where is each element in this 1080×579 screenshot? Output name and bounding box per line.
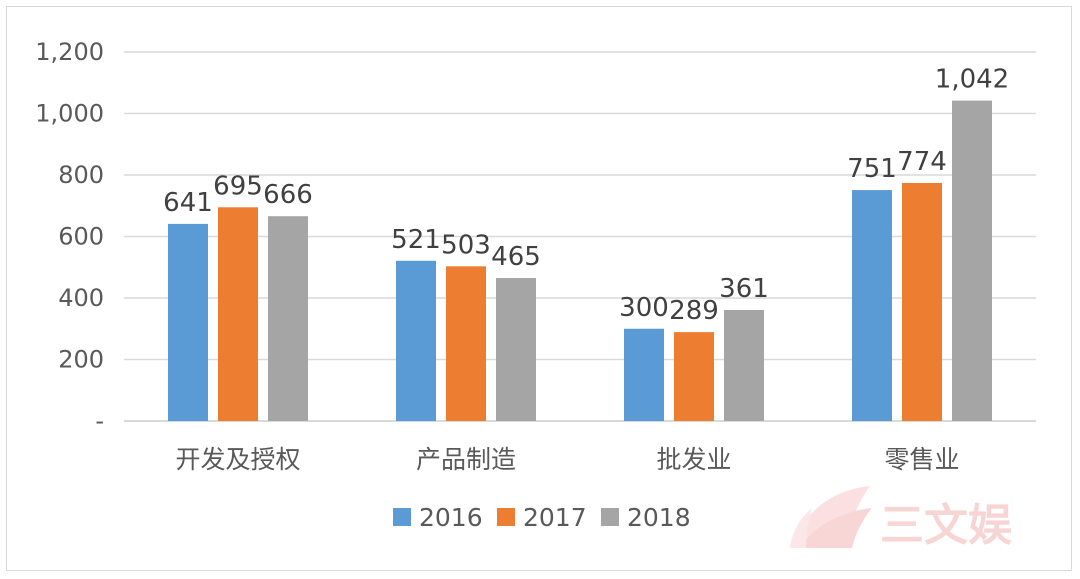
bar	[396, 260, 436, 421]
bar	[624, 328, 664, 421]
bar	[902, 182, 942, 421]
y-tick-label: 1,200	[35, 38, 104, 66]
data-label: 465	[491, 242, 541, 272]
fan-logo-icon	[790, 486, 872, 548]
bar	[952, 100, 992, 422]
y-tick-label: -	[95, 407, 104, 435]
bars	[168, 100, 992, 422]
bar	[168, 223, 208, 421]
x-category-label: 产品制造	[416, 445, 516, 474]
legend-swatch	[393, 508, 411, 526]
data-label: 1,042	[935, 65, 1009, 95]
bar	[268, 216, 308, 421]
data-label: 289	[669, 296, 719, 326]
data-label: 666	[263, 180, 313, 210]
bar	[446, 266, 486, 421]
data-label: 774	[897, 147, 947, 177]
legend-label: 2017	[523, 503, 587, 532]
x-category-label: 批发业	[656, 445, 731, 474]
gridlines	[124, 51, 1036, 422]
y-tick-label: 600	[58, 223, 104, 251]
bar	[852, 190, 892, 421]
legend-label: 2018	[627, 503, 691, 532]
bar	[496, 278, 536, 421]
legend: 2016 2017 2018	[393, 503, 691, 532]
data-label: 695	[213, 171, 263, 201]
data-label: 521	[391, 225, 441, 255]
watermark: 三文娱	[790, 486, 1012, 551]
bar	[218, 207, 258, 421]
y-axis-ticks: - 200 400 600 800 1,000 1,200	[35, 38, 104, 435]
x-category-label: 零售业	[884, 445, 959, 474]
data-label: 300	[619, 293, 669, 323]
x-axis-categories: 开发及授权 产品制造 批发业 零售业	[175, 445, 959, 474]
data-label: 641	[163, 188, 213, 218]
data-label: 361	[719, 274, 769, 304]
data-label: 751	[847, 154, 897, 184]
y-tick-label: 800	[58, 161, 104, 189]
bar	[674, 332, 714, 421]
legend-label: 2016	[419, 503, 483, 532]
watermark-text: 三文娱	[880, 500, 1012, 551]
legend-swatch	[601, 508, 619, 526]
data-label: 503	[441, 230, 491, 260]
y-tick-label: 1,000	[35, 100, 104, 128]
x-category-label: 开发及授权	[175, 445, 300, 474]
y-tick-label: 200	[58, 346, 104, 374]
y-tick-label: 400	[58, 284, 104, 312]
bar	[724, 309, 764, 421]
legend-swatch	[497, 508, 515, 526]
